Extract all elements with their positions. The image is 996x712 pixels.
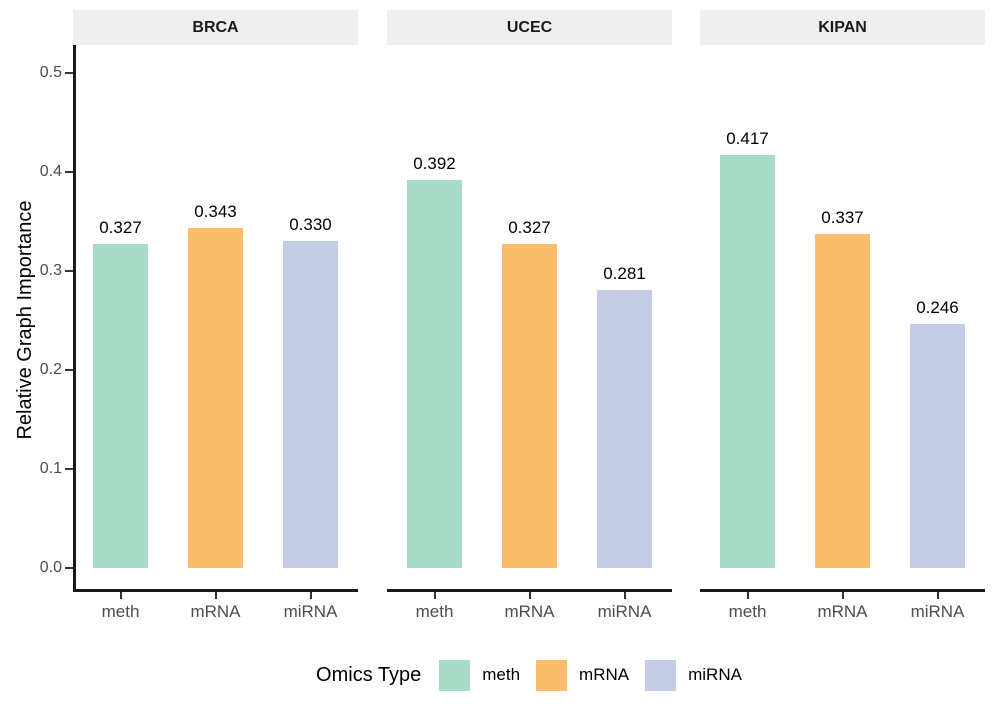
y-tick-mark: [65, 72, 73, 74]
facet-panel-ucec: UCEC 0.392 0.327 0.281 meth mRNA miRNA: [387, 10, 672, 637]
facet-strip-kipan: KIPAN: [700, 10, 985, 45]
bar-value-label: 0.281: [603, 264, 646, 283]
bar-group-mRNA: 0.343: [188, 202, 243, 568]
y-tick-mark: [65, 369, 73, 371]
x-tick-mark: [936, 592, 939, 599]
bar-mRNA: [188, 228, 243, 568]
x-tick-mark: [214, 592, 217, 599]
bar-value-label: 0.337: [821, 208, 864, 227]
bar-group-miRNA: 0.330: [283, 215, 338, 568]
y-tick-label: 0.2: [39, 361, 62, 378]
x-tick-label: mRNA: [190, 602, 241, 621]
bar-slots: 0.392 0.327 0.281: [387, 154, 672, 568]
y-tick-label: 0.5: [39, 64, 62, 81]
legend: Omics Type meth mRNA miRNA: [73, 650, 985, 700]
bar-value-label: 0.417: [726, 129, 769, 148]
x-axis-line: [73, 589, 358, 592]
x-tick-label: mRNA: [817, 602, 868, 621]
x-tick-mark: [746, 592, 749, 599]
panel-x-axis: meth mRNA miRNA: [387, 592, 672, 637]
legend-swatch-meth: [439, 659, 471, 691]
bar-value-label: 0.392: [413, 154, 456, 173]
legend-item-miRNA: miRNA: [645, 659, 742, 691]
y-axis-title: Relative Graph Importance: [14, 200, 36, 440]
legend-item-meth: meth: [439, 659, 521, 691]
legend-swatch-mRNA: [536, 659, 568, 691]
bar-miRNA: [910, 324, 965, 568]
y-tick-label: 0.3: [39, 262, 62, 279]
x-axis-line: [387, 589, 672, 592]
panel-plot-area: 0.392 0.327 0.281: [387, 45, 672, 592]
bar-miRNA: [597, 290, 652, 568]
y-tick-mark: [65, 468, 73, 470]
y-tick-label: 0.1: [39, 460, 62, 477]
y-axis-line: [73, 45, 76, 592]
bar-group-meth: 0.417: [720, 129, 775, 568]
bar-meth: [407, 180, 462, 568]
bar-value-label: 0.343: [194, 202, 237, 221]
y-tick-mark: [65, 567, 73, 569]
x-tick-mark: [119, 592, 122, 599]
panel-plot-area: 0.327 0.343 0.330: [73, 45, 358, 592]
x-tick-label: meth: [101, 602, 140, 621]
facet-strip-brca: BRCA: [73, 10, 358, 45]
x-tick-mark: [309, 592, 312, 599]
bar-mRNA: [815, 234, 870, 568]
x-tick-label: meth: [728, 602, 767, 621]
y-tick-label: 0.4: [39, 163, 62, 180]
legend-item-label: meth: [482, 665, 521, 684]
legend-item-mRNA: mRNA: [536, 659, 630, 691]
x-axis-line: [700, 589, 985, 592]
bar-mRNA: [502, 244, 557, 568]
x-tick-label: miRNA: [597, 602, 652, 621]
facet-strip-ucec: UCEC: [387, 10, 672, 45]
y-tick-mark: [65, 270, 73, 272]
y-tick-label: 0.0: [39, 559, 62, 576]
x-tick-mark: [433, 592, 436, 599]
bar-value-label: 0.327: [99, 218, 142, 237]
x-tick-mark: [528, 592, 531, 599]
bar-slots: 0.417 0.337 0.246: [700, 129, 985, 568]
bar-group-mRNA: 0.337: [815, 208, 870, 568]
facet-panel-brca: BRCA 0.327 0.343 0.330 meth mRNA miRNA: [73, 10, 358, 637]
panel-plot-area: 0.417 0.337 0.246: [700, 45, 985, 592]
legend-swatch-miRNA: [645, 659, 677, 691]
bar-meth: [93, 244, 148, 568]
facet-panel-kipan: KIPAN 0.417 0.337 0.246 meth mRNA miRNA: [700, 10, 985, 637]
bar-value-label: 0.330: [289, 215, 332, 234]
bar-value-label: 0.246: [916, 298, 959, 317]
bar-group-mRNA: 0.327: [502, 218, 557, 568]
y-tick-mark: [65, 171, 73, 173]
bar-slots: 0.327 0.343 0.330: [73, 202, 358, 568]
bar-value-label: 0.327: [508, 218, 551, 237]
x-tick-label: miRNA: [910, 602, 965, 621]
panel-x-axis: meth mRNA miRNA: [700, 592, 985, 637]
x-tick-label: miRNA: [283, 602, 338, 621]
x-tick-label: meth: [415, 602, 454, 621]
legend-item-label: miRNA: [688, 665, 742, 684]
bar-group-miRNA: 0.281: [597, 264, 652, 568]
x-tick-mark: [623, 592, 626, 599]
panel-x-axis: meth mRNA miRNA: [73, 592, 358, 637]
legend-item-label: mRNA: [579, 665, 630, 684]
bar-group-meth: 0.392: [407, 154, 462, 568]
legend-items: meth mRNA miRNA: [439, 659, 742, 691]
bar-group-meth: 0.327: [93, 218, 148, 568]
bar-miRNA: [283, 241, 338, 568]
x-tick-label: mRNA: [504, 602, 555, 621]
x-tick-mark: [841, 592, 844, 599]
bar-group-miRNA: 0.246: [910, 298, 965, 568]
legend-title: Omics Type: [316, 663, 422, 686]
bar-meth: [720, 155, 775, 568]
